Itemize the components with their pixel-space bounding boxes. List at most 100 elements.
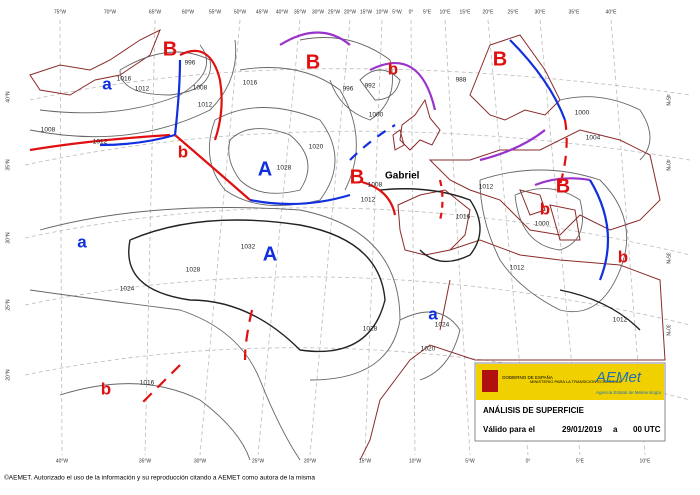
longitude-label: 40°W [276, 9, 289, 15]
latitude-label: 40°N [5, 91, 11, 103]
latitude-label: 35°N [665, 252, 671, 264]
isobar-label: 1032 [241, 244, 256, 251]
logo-band [476, 364, 664, 400]
longitude-label: 15°W [359, 458, 372, 464]
longitude-label: 5°W [392, 9, 402, 15]
latitude-label: 30°N [665, 324, 671, 336]
latitude-label: 40°N [665, 159, 671, 171]
longitude-label: 40°W [56, 458, 69, 464]
longitude-label: 30°W [194, 458, 207, 464]
isobar-label: 1012 [479, 184, 494, 191]
longitude-label: 0° [409, 9, 414, 15]
isobar-label: 1012 [613, 317, 628, 324]
longitude-label: 30°W [312, 9, 325, 15]
longitude-label: 20°E [483, 9, 495, 15]
latitude-label: 25°N [5, 299, 11, 311]
pressure-center: a [77, 232, 87, 251]
isobar-label: 1000 [369, 112, 384, 119]
longitude-label: 70°W [104, 9, 117, 15]
storm-name: Gabriel [385, 171, 420, 182]
longitude-label: 20°W [304, 458, 317, 464]
isobar-label: 1020 [421, 346, 436, 353]
longitude-label: 25°E [508, 9, 520, 15]
isobar-label: 1008 [41, 127, 56, 134]
longitude-label: 65°W [149, 9, 162, 15]
pressure-center: B [493, 48, 507, 70]
isobar-label: 1000 [575, 110, 590, 117]
pressure-center: B [556, 175, 570, 197]
pressure-center: b [388, 59, 398, 78]
longitude-label: 40°E [606, 9, 618, 15]
longitude-label: 25°W [328, 9, 341, 15]
isobar-label: 1004 [586, 135, 601, 142]
longitude-label: 15°W [360, 9, 373, 15]
agency-full: Agencia Estatal de Meteorología [596, 390, 662, 395]
isobar-label: 1028 [277, 165, 292, 172]
isobar-label: 1016 [117, 76, 132, 83]
isobar-label: 1024 [435, 322, 450, 329]
longitude-label: 50°W [234, 9, 247, 15]
longitude-label: 35°E [569, 9, 581, 15]
isobar-label: 1008 [193, 85, 208, 92]
analysis-title: ANÁLISIS DE SUPERFICIE [483, 406, 585, 415]
isobar-label: 992 [365, 83, 376, 90]
latitude-label: 35°N [5, 159, 11, 171]
longitude-label: 35°W [139, 458, 152, 464]
pressure-center: B [163, 38, 177, 60]
isobar-label: 988 [456, 77, 467, 84]
pressure-center: B [350, 166, 364, 188]
isobar-label: 996 [343, 86, 354, 93]
government: GOBIERNO DE ESPAÑA [502, 374, 553, 380]
isobar-label: 1016 [140, 380, 155, 387]
isobar-label: 1012 [361, 197, 376, 204]
coastlines [29, 28, 666, 461]
longitude-label: 5°E [576, 458, 585, 464]
latitude-label: 30°N [5, 232, 11, 244]
isobar-label: 1008 [368, 182, 383, 189]
isobar-label: 1016 [243, 80, 258, 87]
isobar-label: 1028 [363, 326, 378, 333]
isobar-label: 996 [185, 60, 196, 67]
isobar-label: 1012 [135, 86, 150, 93]
longitude-label: 10°E [640, 458, 652, 464]
longitude-label: 45°W [256, 9, 269, 15]
isobar-label: 1012 [93, 139, 108, 146]
longitude-label: 0° [526, 458, 531, 464]
coat-of-arms [482, 370, 498, 392]
valid-time: 00 UTC [633, 425, 661, 434]
longitude-label: 10°E [440, 9, 452, 15]
longitude-label: 5°W [465, 458, 475, 464]
longitude-label: 10°W [376, 9, 389, 15]
pressure-center: b [618, 247, 628, 266]
longitude-label: 10°W [409, 458, 422, 464]
isobar-label: 1012 [198, 102, 213, 109]
fronts [29, 31, 610, 406]
agency: AEMet [595, 369, 642, 386]
isobar-label: 1000 [535, 221, 550, 228]
pressure-center: b [540, 199, 550, 218]
longitude-label: 30°E [535, 9, 547, 15]
isobar-label: 1016 [456, 214, 471, 221]
latitude-label: 20°N [5, 369, 11, 381]
pressure-center: b [178, 142, 188, 161]
ministry: MINISTERIO PARA LA TRANSICIÓN ECOLÓGICA [530, 379, 622, 384]
valid-date: 29/01/2019 [562, 425, 603, 434]
isobar-label: 1012 [510, 265, 525, 272]
info-box: GOBIERNO DE ESPAÑA MINISTERIO PARA LA TR… [474, 362, 666, 442]
longitude-label: 60°W [182, 9, 195, 15]
longitude-label: 15°E [460, 9, 472, 15]
pressure-center: A [258, 158, 272, 180]
longitude-label: 55°W [209, 9, 222, 15]
isobar-label: 1028 [186, 267, 201, 274]
pressure-center: a [428, 304, 438, 323]
valid-at: a [613, 425, 618, 434]
isobar-label: 1024 [120, 286, 135, 293]
pressure-center: B [306, 51, 320, 73]
pressure-center: A [263, 243, 277, 265]
pressure-center: b [101, 379, 111, 398]
longitude-label: 35°W [294, 9, 307, 15]
longitude-label: 75°W [54, 9, 67, 15]
isobar-label: 1020 [309, 144, 324, 151]
isobars [29, 37, 651, 461]
